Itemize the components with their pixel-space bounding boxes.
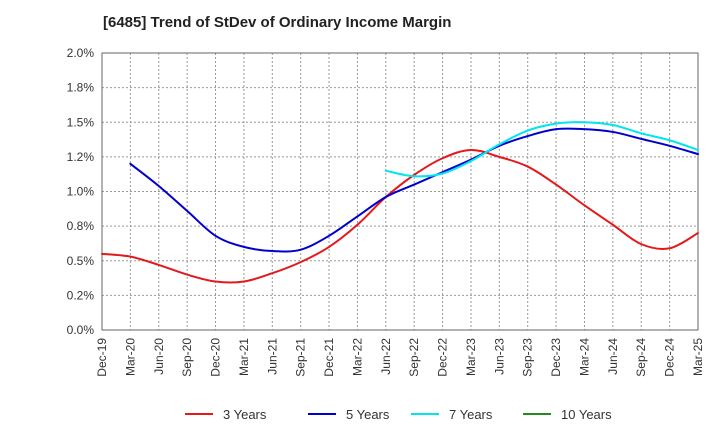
x-tick-label: Sep-23 — [521, 338, 535, 377]
x-tick-label: Jun-22 — [379, 338, 393, 375]
x-tick-label: Sep-21 — [294, 338, 308, 377]
y-tick-label: 0.5% — [67, 254, 95, 268]
series-line-3-years — [101, 148, 699, 284]
x-tick-label: Dec-23 — [549, 338, 563, 377]
x-tick-label: Mar-23 — [464, 338, 478, 376]
x-tick-label: Jun-20 — [152, 338, 166, 375]
x-tick-label: Dec-20 — [209, 338, 223, 377]
y-tick-label: 1.5% — [67, 115, 95, 129]
series-line-5-years — [129, 127, 699, 253]
x-tick-label: Mar-20 — [123, 338, 137, 376]
axes: 0.0% 0.2% 0.5% 0.8% 1.0% 1.2% 1.5% 1.8% 2.0% Dec-… — [67, 46, 705, 377]
chart-title: [6485] Trend of StDev of Ordinary Income… — [103, 14, 452, 31]
x-tick-label: Jun-21 — [265, 338, 279, 375]
plot-frame — [101, 52, 699, 331]
y-tick-label: 2.0% — [67, 46, 95, 60]
legend-label-3-years: 3 Years — [223, 407, 267, 422]
y-tick-label: 0.0% — [67, 323, 95, 337]
x-tick-label: Dec-21 — [322, 338, 336, 377]
legend-label-5-years: 5 Years — [346, 407, 390, 422]
x-tick-label: Jun-23 — [492, 338, 506, 375]
y-tick-label: 0.8% — [67, 219, 95, 233]
x-tick-label: Sep-24 — [634, 338, 648, 377]
x-tick-label: Dec-22 — [436, 338, 450, 377]
y-tick-label: 1.0% — [67, 185, 95, 199]
x-tick-label: Mar-21 — [237, 338, 251, 376]
x-tick-label: Dec-19 — [95, 338, 109, 377]
x-tick-label: Mar-25 — [691, 338, 705, 376]
y-tick-label: 0.2% — [67, 288, 95, 302]
x-tick-label: Sep-20 — [180, 338, 194, 377]
x-tick-label: Jun-24 — [606, 338, 620, 375]
y-tick-label: 1.8% — [67, 81, 95, 95]
legend: 3 Years 5 Years 7 Years 10 Years — [185, 407, 612, 422]
y-tick-label: 1.2% — [67, 150, 95, 164]
x-tick-label: Sep-22 — [407, 338, 421, 377]
x-tick-label: Mar-22 — [350, 338, 364, 376]
x-tick-label: Mar-24 — [577, 338, 591, 376]
x-tick-label: Dec-24 — [663, 338, 677, 377]
legend-label-7-years: 7 Years — [449, 407, 493, 422]
legend-label-10-years: 10 Years — [561, 407, 612, 422]
series-lines — [101, 121, 699, 284]
series-line-7-years — [384, 121, 699, 178]
